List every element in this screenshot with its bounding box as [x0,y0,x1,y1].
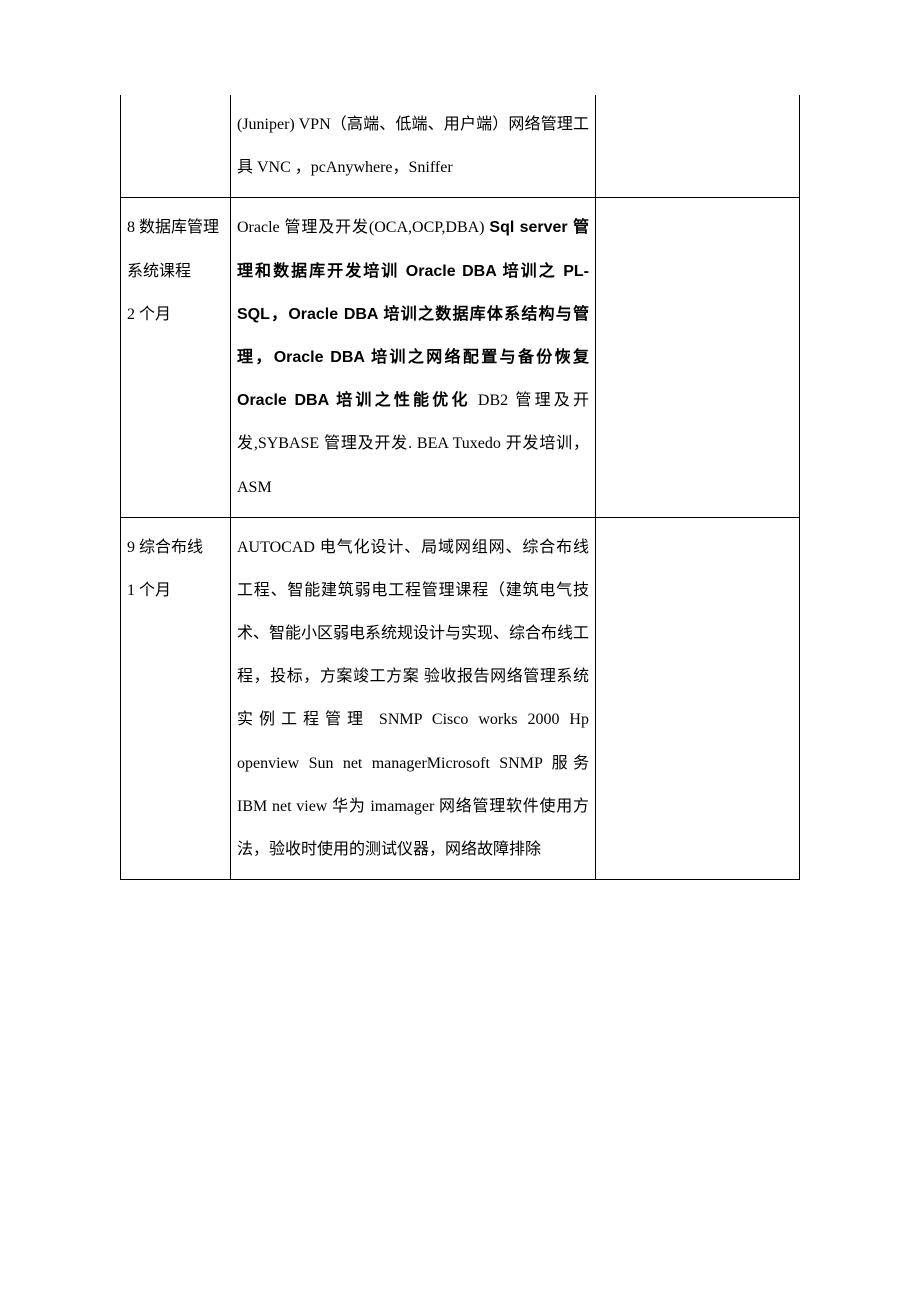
course-name-cell: 9 综合布线1 个月 [121,517,231,880]
remark-cell [596,198,800,517]
course-content-cell: Oracle 管理及开发(OCA,OCP,DBA) Sql server 管理和… [231,198,596,517]
table-row: 8 数据库管理系统课程2 个月Oracle 管理及开发(OCA,OCP,DBA)… [121,198,800,517]
table-row: 9 综合布线1 个月AUTOCAD 电气化设计、局域网组网、综合布线工程、智能建… [121,517,800,880]
course-name-cell: 8 数据库管理系统课程2 个月 [121,198,231,517]
table-row: (Juniper) VPN（高端、低端、用户端）网络管理工具 VNC ，pcAn… [121,95,800,198]
content-text: (Juniper) VPN（高端、低端、用户端）网络管理工具 VNC ，pcAn… [237,116,589,176]
course-content-cell: (Juniper) VPN（高端、低端、用户端）网络管理工具 VNC ，pcAn… [231,95,596,198]
remark-cell [596,517,800,880]
course-content-cell: AUTOCAD 电气化设计、局域网组网、综合布线工程、智能建筑弱电工程管理课程（… [231,517,596,880]
content-text: Sql server 管理和数据库开发培训 Oracle DBA 培训之 PL-… [237,219,589,409]
content-text: Oracle 管理及开发(OCA,OCP,DBA) [237,219,489,236]
course-name-cell [121,95,231,198]
course-table: (Juniper) VPN（高端、低端、用户端）网络管理工具 VNC ，pcAn… [120,95,800,880]
content-text: AUTOCAD 电气化设计、局域网组网、综合布线工程、智能建筑弱电工程管理课程（… [237,539,589,858]
remark-cell [596,95,800,198]
